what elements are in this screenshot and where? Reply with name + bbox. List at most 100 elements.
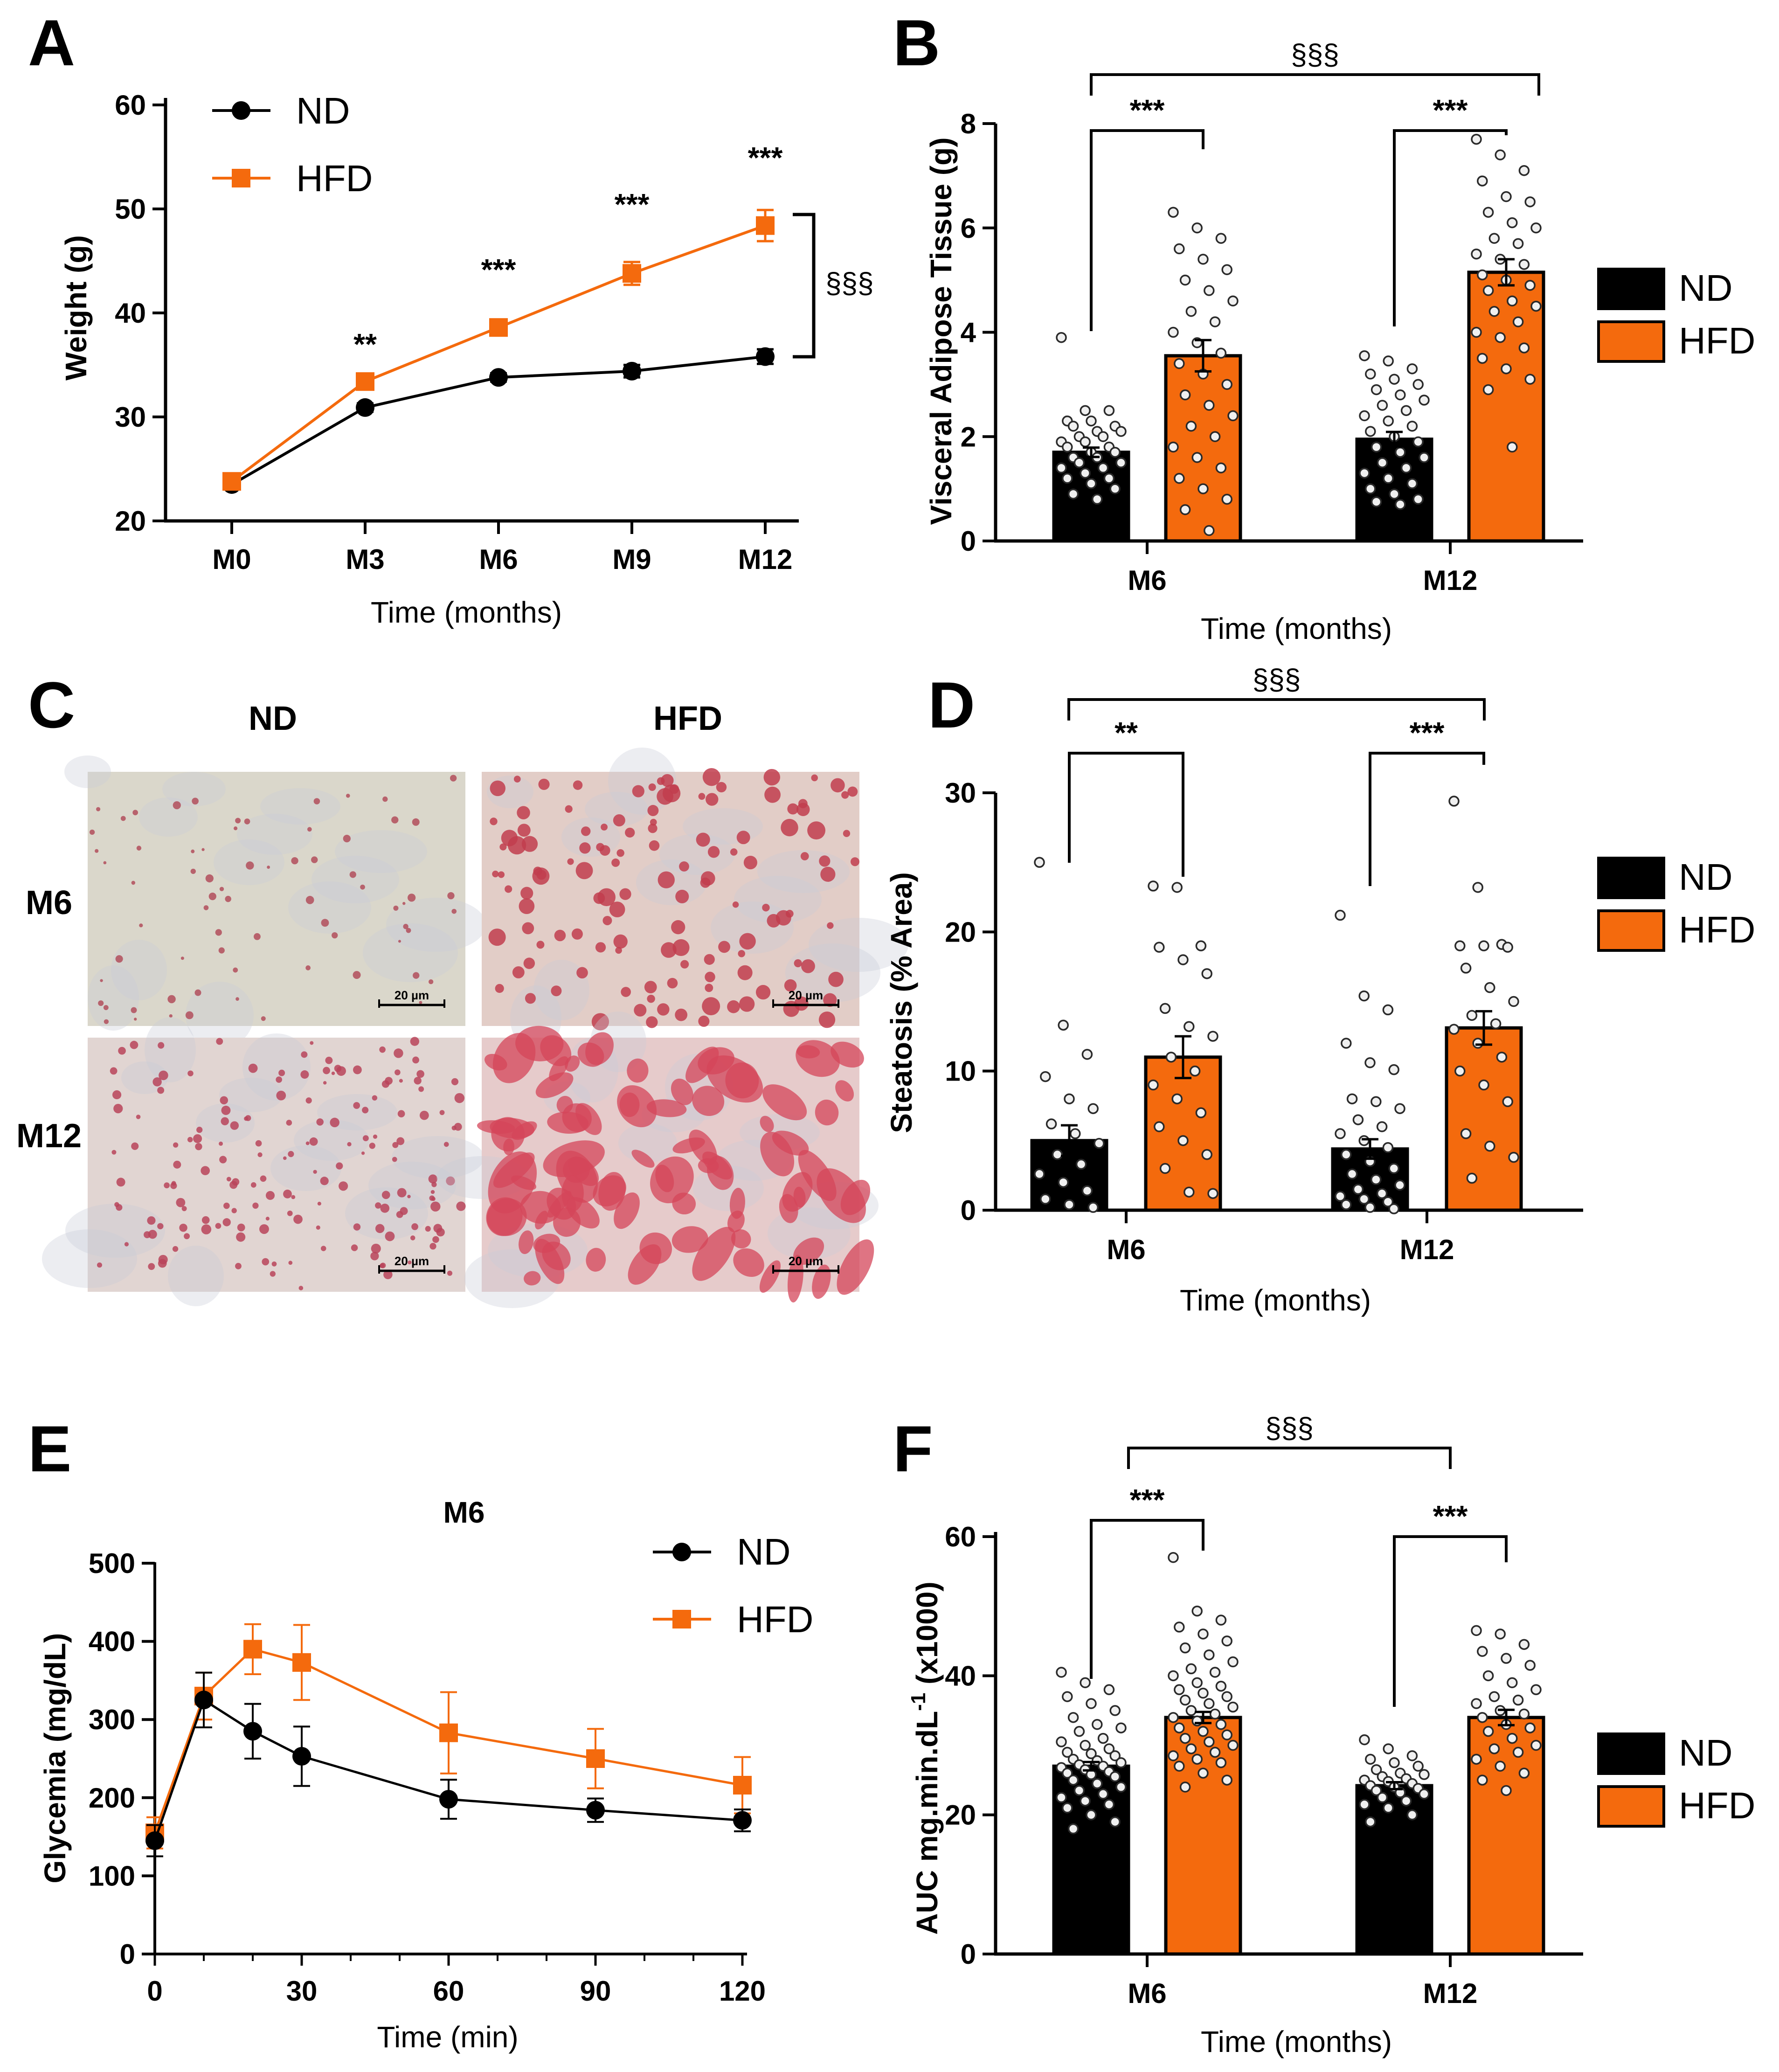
lipid-droplet <box>702 997 720 1016</box>
lipid-droplet <box>259 1224 269 1234</box>
lipid-droplet <box>235 997 239 1001</box>
f-hfd-data-point <box>1488 1743 1500 1754</box>
b-nd-data-point <box>1062 441 1073 453</box>
f-hfd-data-point <box>1185 1743 1197 1754</box>
b-nd-data-point <box>1080 405 1091 416</box>
b-hfd-data-point <box>1168 207 1179 218</box>
d-hfd-data-point <box>1484 982 1495 993</box>
histology-texture <box>363 923 458 982</box>
d-nd-data-point <box>1346 1093 1358 1105</box>
panel-letter-b: B <box>893 6 940 79</box>
lipid-droplet <box>575 862 593 880</box>
y-tick-label: 500 <box>89 1548 135 1579</box>
f-between-label: §§§ <box>1265 1412 1313 1444</box>
lipid-droplet <box>353 971 361 979</box>
d-nd-data-point <box>1081 1185 1093 1196</box>
f-nd-data-point <box>1371 1764 1382 1775</box>
b-hfd-data-point <box>1191 452 1203 463</box>
panel-letter-f: F <box>893 1412 933 1485</box>
d-hfd-data-point <box>1484 1141 1495 1152</box>
d-hfd-data-point <box>1159 1163 1171 1174</box>
lipid-droplet <box>827 922 834 929</box>
b-hfd-data-point <box>1518 165 1530 176</box>
lipid-droplet <box>428 1174 438 1184</box>
histology-texture <box>345 1187 428 1240</box>
f-hfd-data-point <box>1191 1677 1203 1688</box>
b-hfd-data-point <box>1482 384 1494 395</box>
lipid-droplet <box>152 1077 162 1087</box>
lipid-droplet <box>291 1195 296 1199</box>
lipid-droplet <box>419 1001 422 1005</box>
y-tick-label: 4 <box>961 317 976 348</box>
lipid-droplet <box>98 1000 104 1006</box>
lipid-droplet <box>222 1218 231 1227</box>
lipid-droplet <box>330 1117 339 1128</box>
lipid-droplet <box>634 1004 647 1017</box>
lipid-droplet <box>414 1077 422 1085</box>
lipid-droplet <box>800 852 809 860</box>
f-nd-data-point <box>1109 1705 1121 1716</box>
b-hfd-data-point <box>1477 353 1488 364</box>
y-tick-label: 100 <box>89 1860 135 1892</box>
lipid-droplet <box>103 1005 109 1010</box>
lipid-droplet <box>130 1040 138 1049</box>
d-nd-data-point <box>1070 1128 1081 1139</box>
b-nd-data-point <box>1080 436 1091 448</box>
f-hfd-data-point <box>1518 1708 1530 1720</box>
lipid-droplet <box>349 871 356 878</box>
b-nd-data-point <box>1365 426 1376 437</box>
lipid-droplet <box>236 1232 246 1242</box>
lipid-droplet <box>698 1015 710 1027</box>
b-hfd-data-point <box>1507 217 1518 229</box>
lipid-droplet <box>831 1041 864 1068</box>
f-nd-data-point <box>1056 1736 1067 1747</box>
scale-bar-label: 20 µm <box>789 1254 823 1268</box>
f-hfd-data-point <box>1185 1705 1197 1716</box>
f-nd-data-point <box>1086 1698 1097 1709</box>
b-hfd-data-point <box>1501 191 1512 202</box>
lipid-droplet <box>283 1189 292 1199</box>
lipid-droplet <box>300 1070 309 1079</box>
f-hfd-data-point <box>1179 1694 1191 1706</box>
lipid-droplet <box>95 849 99 853</box>
lipid-droplet <box>185 1011 194 1019</box>
lipid-droplet <box>262 1258 270 1266</box>
b-hfd-data-point <box>1179 274 1191 286</box>
lipid-droplet <box>157 1087 165 1094</box>
f-nd-data-point <box>1419 1788 1430 1800</box>
b-nd-data-point <box>1371 384 1382 395</box>
f-hfd-data-point <box>1501 1785 1512 1796</box>
b-nd-data-point <box>1412 379 1424 390</box>
x-tick-label: M12 <box>1423 565 1478 596</box>
lipid-droplet <box>219 1156 227 1164</box>
d-nd-data-point <box>1341 1199 1352 1210</box>
lipid-droplet <box>450 775 457 782</box>
d-nd-data-point <box>1394 1179 1405 1191</box>
lipid-droplet <box>451 1078 459 1086</box>
lipid-droplet <box>407 1194 411 1199</box>
f-nd-data-point <box>1371 1785 1382 1796</box>
b-hfd-data-point <box>1221 493 1232 505</box>
lipid-droplet <box>679 861 689 872</box>
lipid-droplet <box>118 1046 126 1055</box>
f-hfd-data-point <box>1174 1622 1185 1633</box>
lipid-droplet <box>490 780 506 797</box>
d-nd-data-point <box>1034 857 1045 868</box>
f-nd-data-point <box>1365 1753 1376 1765</box>
lipid-droplet <box>443 1142 449 1147</box>
legend-d: ND HFD <box>1597 856 1755 952</box>
f-nd-data-point <box>1062 1802 1073 1814</box>
lipid-droplet <box>397 1110 405 1118</box>
lipid-droplet <box>111 1150 117 1155</box>
d-nd-data-point <box>1388 1163 1399 1174</box>
e-hfd-point <box>243 1640 262 1659</box>
lipid-droplet <box>523 957 535 969</box>
e-nd-point <box>145 1831 164 1850</box>
lipid-droplet <box>680 960 689 969</box>
lipid-droplet <box>646 1016 658 1028</box>
lipid-droplet <box>381 1080 390 1088</box>
lipid-droplet <box>671 1226 708 1253</box>
b-hfd-data-point <box>1168 441 1179 453</box>
d-nd-data-point <box>1364 1057 1376 1068</box>
lipid-droplet <box>661 942 677 958</box>
